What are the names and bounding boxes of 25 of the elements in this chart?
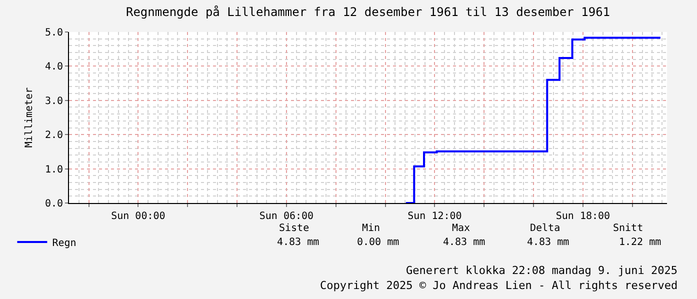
x-tick-label: Sun 06:00 bbox=[259, 211, 314, 222]
text: Delta bbox=[530, 223, 560, 234]
x-tick-label: Sun 18:00 bbox=[556, 211, 610, 222]
legend-label: Regn bbox=[52, 238, 76, 249]
text: Copyright 2025 © Jo Andreas Lien - All rights reserved bbox=[320, 279, 678, 292]
text: Max bbox=[452, 223, 470, 234]
y-tick-label: 1.0 bbox=[44, 164, 63, 176]
text: 4.83 mm bbox=[527, 237, 570, 248]
text: Siste bbox=[279, 223, 310, 234]
x-tick-label: Sun 00:00 bbox=[111, 211, 166, 222]
y-tick-label: 3.0 bbox=[44, 96, 63, 107]
y-tick-label: 4.0 bbox=[44, 62, 63, 73]
text: Generert klokka 22:08 mandag 9. juni 2025 bbox=[406, 264, 678, 277]
text: 4.83 mm bbox=[443, 237, 486, 248]
y-tick-label: 2.0 bbox=[44, 130, 63, 142]
text: Snitt bbox=[613, 223, 644, 234]
chart-title: Regnmengde på Lillehammer fra 12 desember 1961 til 13 desember 1961 bbox=[126, 5, 610, 20]
y-axis-title: Millimeter bbox=[24, 87, 35, 148]
y-tick-label: 5.0 bbox=[44, 28, 63, 38]
x-tick-label: Sun 12:00 bbox=[408, 211, 462, 222]
y-tick-label: 0.0 bbox=[44, 198, 63, 210]
text: 4.83 mm bbox=[277, 237, 320, 248]
text: Min bbox=[362, 223, 380, 234]
text: 0.00 mm bbox=[357, 237, 400, 248]
text: 1.22 mm bbox=[619, 237, 662, 248]
